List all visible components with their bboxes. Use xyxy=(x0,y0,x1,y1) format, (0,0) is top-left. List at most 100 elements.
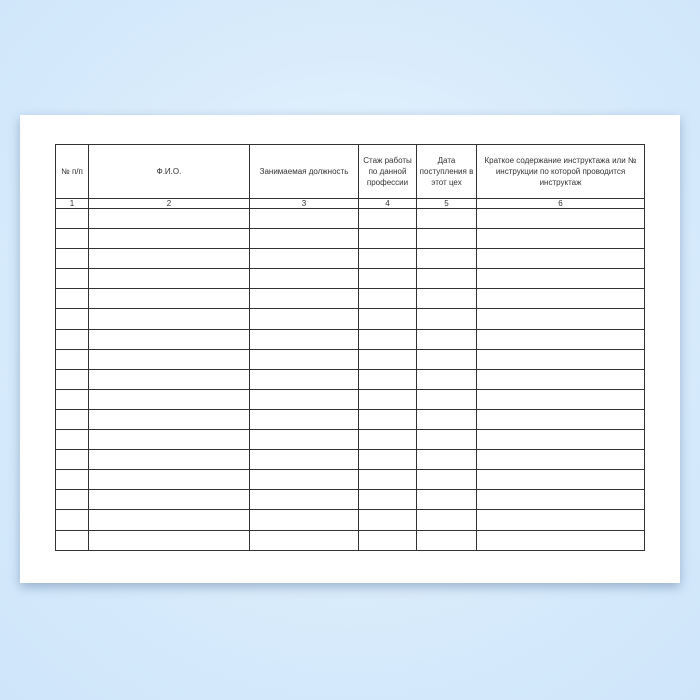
table-row xyxy=(55,429,645,451)
table-cell xyxy=(55,368,89,390)
table-cell xyxy=(249,228,359,250)
header-start-date: Дата поступления в этот цех xyxy=(416,144,477,199)
table-cell xyxy=(249,288,359,310)
table-cell xyxy=(416,489,477,511)
table-cell xyxy=(88,308,250,330)
table-cell xyxy=(249,207,359,230)
table-cell xyxy=(55,529,89,551)
table-row xyxy=(55,268,645,290)
table-cell xyxy=(88,388,250,410)
table-cell xyxy=(416,207,477,230)
column-number: 2 xyxy=(88,198,250,209)
table-cell xyxy=(476,368,645,390)
table-cell xyxy=(88,509,250,531)
table-cell xyxy=(476,449,645,471)
table-cell xyxy=(88,248,250,270)
table-cell xyxy=(416,529,477,551)
table-cell xyxy=(416,328,477,350)
table-cell xyxy=(55,408,89,431)
table-row xyxy=(55,328,645,350)
table-cell xyxy=(416,509,477,531)
table-cell xyxy=(476,348,645,370)
table-cell xyxy=(476,489,645,511)
table-row xyxy=(55,529,645,551)
table-cell xyxy=(358,348,417,370)
table-cell xyxy=(88,529,250,551)
table-cell xyxy=(416,469,477,491)
column-number: 5 xyxy=(416,198,477,209)
table-cell xyxy=(476,228,645,250)
table-cell xyxy=(249,388,359,410)
table-cell xyxy=(249,489,359,511)
header-number: № п/п xyxy=(55,144,89,199)
table-cell xyxy=(416,449,477,471)
table-cell xyxy=(249,529,359,551)
table-cell xyxy=(55,288,89,310)
table-cell xyxy=(249,509,359,531)
table-cell xyxy=(88,288,250,310)
table-cell xyxy=(55,509,89,531)
table-row xyxy=(55,408,645,431)
header-position: Занимаемая должность xyxy=(249,144,359,199)
table-cell xyxy=(358,248,417,270)
briefing-log-table: № п/п Ф.И.О. Занимаемая должность Стаж р… xyxy=(55,144,645,551)
column-number-row: 1 2 3 4 5 6 xyxy=(55,198,645,209)
table-cell xyxy=(358,529,417,551)
table-cell xyxy=(416,268,477,290)
header-briefing-content: Краткое содержание инструктажа или № инс… xyxy=(476,144,645,199)
table-cell xyxy=(249,248,359,270)
table-cell xyxy=(55,328,89,350)
table-cell xyxy=(416,228,477,250)
table-cell xyxy=(249,408,359,431)
table-cell xyxy=(249,328,359,350)
table-cell xyxy=(476,308,645,330)
table-cell xyxy=(476,429,645,451)
table-cell xyxy=(55,268,89,290)
table-cell xyxy=(476,388,645,410)
table-cell xyxy=(88,469,250,491)
table-cell xyxy=(55,449,89,471)
table-cell xyxy=(358,408,417,431)
table-cell xyxy=(55,489,89,511)
table-row xyxy=(55,469,645,491)
table-cell xyxy=(249,348,359,370)
table-row xyxy=(55,388,645,410)
column-number: 1 xyxy=(55,198,89,209)
table-row xyxy=(55,348,645,370)
table-cell xyxy=(358,449,417,471)
table-cell xyxy=(358,228,417,250)
table-cell xyxy=(416,368,477,390)
table-cell xyxy=(249,308,359,330)
table-cell xyxy=(416,408,477,431)
table-cell xyxy=(88,429,250,451)
table-cell xyxy=(358,388,417,410)
table-cell xyxy=(88,489,250,511)
table-cell xyxy=(358,288,417,310)
table-cell xyxy=(416,288,477,310)
table-cell xyxy=(416,248,477,270)
table-cell xyxy=(358,328,417,350)
table-cell xyxy=(88,207,250,230)
table-row xyxy=(55,368,645,390)
table-cell xyxy=(358,207,417,230)
table-row xyxy=(55,248,645,270)
table-row xyxy=(55,308,645,330)
table-cell xyxy=(249,268,359,290)
table-cell xyxy=(358,429,417,451)
table-cell xyxy=(476,207,645,230)
header-row: № п/п Ф.И.О. Занимаемая должность Стаж р… xyxy=(55,144,645,199)
table-cell xyxy=(476,408,645,431)
table-cell xyxy=(55,348,89,370)
column-number: 3 xyxy=(249,198,359,209)
table-cell xyxy=(358,489,417,511)
table-row xyxy=(55,228,645,250)
table-cell xyxy=(476,268,645,290)
document-page: № п/п Ф.И.О. Занимаемая должность Стаж р… xyxy=(20,115,680,583)
table-cell xyxy=(55,388,89,410)
table-cell xyxy=(88,228,250,250)
table-cell xyxy=(55,308,89,330)
column-number: 6 xyxy=(476,198,645,209)
table-cell xyxy=(476,469,645,491)
table-cell xyxy=(476,248,645,270)
table-cell xyxy=(55,207,89,230)
